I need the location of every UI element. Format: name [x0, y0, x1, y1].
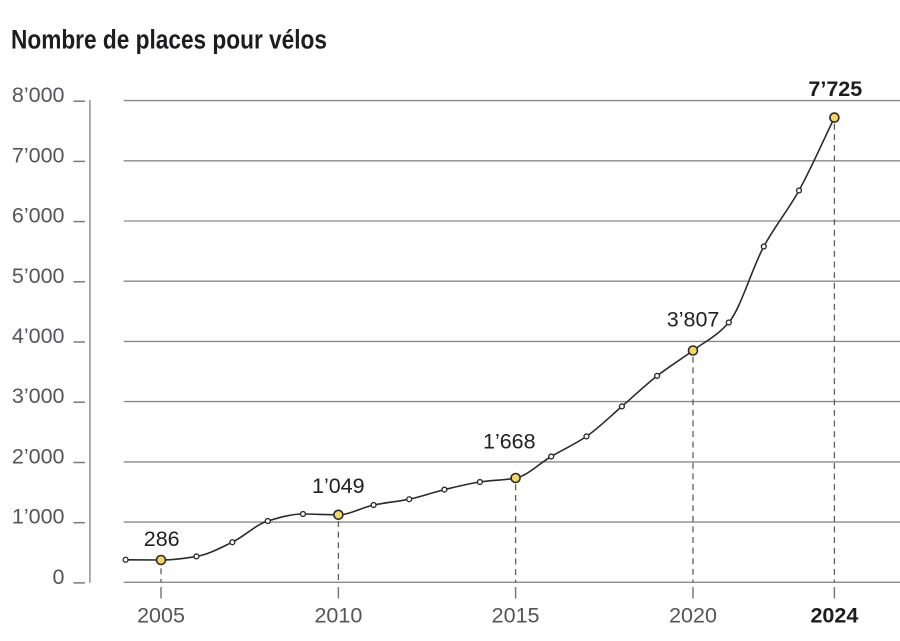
svg-text:2005: 2005 [137, 604, 185, 628]
svg-text:5’000: 5’000 [12, 264, 65, 288]
svg-text:2’000: 2’000 [12, 445, 65, 469]
svg-text:6’000: 6’000 [12, 204, 65, 228]
svg-text:0: 0 [53, 565, 65, 589]
svg-text:2024: 2024 [810, 604, 858, 628]
svg-text:2010: 2010 [314, 604, 362, 628]
svg-text:1’000: 1’000 [12, 505, 65, 529]
svg-text:2020: 2020 [669, 604, 717, 628]
svg-text:3’000: 3’000 [12, 384, 65, 408]
svg-text:1’049: 1’049 [312, 474, 365, 498]
svg-text:4’000: 4’000 [12, 324, 65, 348]
svg-text:3’807: 3’807 [667, 308, 720, 332]
svg-text:2015: 2015 [492, 604, 540, 628]
svg-text:286: 286 [144, 527, 180, 551]
svg-text:7’725: 7’725 [808, 77, 862, 101]
svg-text:7’000: 7’000 [12, 143, 65, 167]
svg-text:8’000: 8’000 [12, 83, 65, 107]
svg-text:1’668: 1’668 [483, 430, 536, 454]
svg-text:Nombre de places pour vélos: Nombre de places pour vélos [11, 25, 327, 55]
